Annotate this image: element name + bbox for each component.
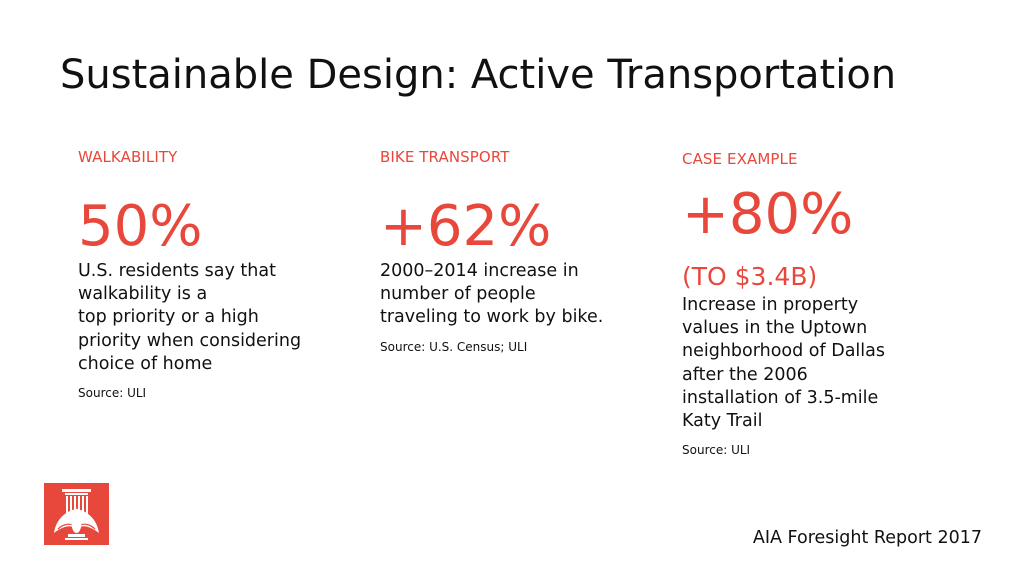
stat-value: +80% bbox=[682, 182, 854, 247]
description-line: after the 2006 bbox=[682, 364, 808, 385]
description-line: traveling to work by bike. bbox=[380, 307, 604, 328]
category-label: WALKABILITY bbox=[78, 148, 178, 166]
description-line: Katy Trail bbox=[682, 411, 763, 432]
source-note: Source: ULI bbox=[682, 443, 751, 458]
stat-value: +62% bbox=[380, 194, 552, 259]
category-label: BIKE TRANSPORT bbox=[380, 148, 510, 166]
description-line: Increase in property bbox=[682, 295, 859, 315]
stat-subvalue: (TO $3.4B) bbox=[682, 262, 818, 291]
description-line: choice of home bbox=[78, 353, 213, 374]
stat-column-walkability: WALKABILITY 50% U.S. residents say that … bbox=[78, 148, 348, 401]
description-line: number of people bbox=[380, 284, 536, 305]
aia-eagle-logo-graphic bbox=[44, 483, 109, 545]
stat-description: U.S. residents say that walkability is a… bbox=[78, 260, 348, 376]
description-line: priority when considering bbox=[78, 330, 302, 351]
source-note: Source: U.S. Census; ULI bbox=[380, 339, 528, 354]
description-line: U.S. residents say that bbox=[78, 261, 276, 281]
description-line: 2000–2014 increase in bbox=[380, 261, 579, 281]
aia-eagle-logo-icon bbox=[44, 483, 109, 545]
description-line: neighborhood of Dallas bbox=[682, 341, 885, 362]
description-line: values in the Uptown bbox=[682, 318, 868, 339]
stat-description: Increase in property values in the Uptow… bbox=[682, 294, 922, 433]
footer-report-label: AIA Foresight Report 2017 bbox=[752, 528, 982, 548]
slide-title: Sustainable Design: Active Transportatio… bbox=[60, 52, 897, 98]
stat-value: 50% bbox=[78, 194, 203, 259]
category-label: CASE EXAMPLE bbox=[682, 150, 798, 168]
description-line: top priority or a high bbox=[78, 307, 259, 328]
stat-column-bike-transport: BIKE TRANSPORT +62% 2000–2014 increase i… bbox=[380, 148, 650, 355]
source-note: Source: ULI bbox=[78, 386, 147, 401]
stat-column-case-example: CASE EXAMPLE +80% (TO $3.4B) Increase in… bbox=[682, 150, 922, 458]
description-line: walkability is a bbox=[78, 284, 208, 305]
description-line: installation of 3.5-mile bbox=[682, 387, 879, 408]
stat-description: 2000–2014 increase in number of people t… bbox=[380, 260, 650, 330]
